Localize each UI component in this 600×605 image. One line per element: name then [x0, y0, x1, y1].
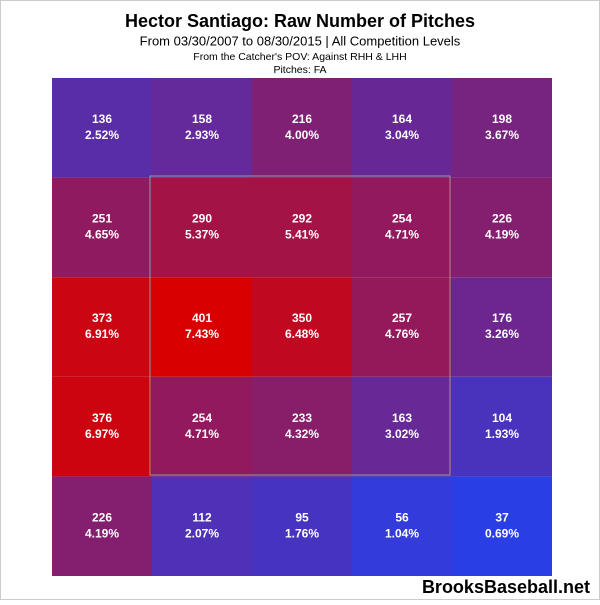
heatmap-cell	[252, 277, 352, 377]
heatmap-cell	[452, 177, 552, 278]
cell-count: 164	[392, 112, 412, 126]
heatmap-cell	[452, 78, 552, 178]
cell-percent: 2.07%	[185, 526, 219, 540]
cell-count: 198	[492, 112, 512, 126]
cell-percent: 3.02%	[385, 427, 419, 441]
cell-count: 401	[192, 311, 212, 325]
cell-percent: 5.37%	[185, 228, 219, 242]
heatmap-cell	[252, 177, 352, 278]
cell-count: 254	[192, 411, 212, 425]
cell-percent: 0.69%	[485, 526, 519, 540]
heatmap-cell	[152, 78, 252, 178]
heatmap-cell	[52, 376, 152, 477]
heatmap-cell	[352, 476, 452, 576]
cell-count: 37	[495, 510, 509, 524]
cell-count: 233	[292, 411, 312, 425]
heatmap-cell	[52, 177, 152, 278]
heatmap-cell	[452, 277, 552, 377]
heatmap-cell	[452, 476, 552, 576]
heatmap-cell	[152, 177, 252, 278]
heatmap-cell	[252, 476, 352, 576]
cell-percent: 5.41%	[285, 228, 319, 242]
chart-note: Pitches: FA	[273, 64, 326, 76]
cell-percent: 4.76%	[385, 327, 419, 341]
heatmap-cell	[152, 476, 252, 576]
heatmap-cell	[252, 376, 352, 477]
cell-count: 112	[192, 510, 212, 524]
cell-percent: 1.04%	[385, 526, 419, 540]
heatmap-cell	[452, 376, 552, 477]
cell-percent: 6.48%	[285, 327, 319, 341]
chart-title: Hector Santiago: Raw Number of Pitches	[125, 11, 475, 31]
cell-percent: 2.93%	[185, 128, 219, 142]
cell-count: 350	[292, 311, 312, 325]
cell-percent: 4.32%	[285, 427, 319, 441]
heatmap-cell	[52, 78, 152, 178]
cell-count: 176	[492, 311, 512, 325]
cell-percent: 4.71%	[385, 228, 419, 242]
heatmap-cell	[152, 277, 252, 377]
heatmap-cell	[52, 277, 152, 377]
cell-percent: 4.19%	[485, 228, 519, 242]
cell-count: 216	[292, 112, 312, 126]
heatmap-cell	[352, 277, 452, 377]
cell-percent: 4.00%	[285, 128, 319, 142]
cell-count: 292	[292, 212, 312, 226]
cell-count: 158	[192, 112, 212, 126]
cell-percent: 7.43%	[185, 327, 219, 341]
cell-count: 226	[492, 212, 512, 226]
strike-zone	[149, 175, 451, 476]
chart-note: From the Catcher's POV: Against RHH & LH…	[193, 51, 406, 63]
cell-percent: 2.52%	[85, 128, 119, 142]
cell-count: 104	[492, 411, 512, 425]
cell-count: 254	[392, 212, 412, 226]
cell-percent: 4.19%	[85, 526, 119, 540]
heatmap-cell	[52, 476, 152, 576]
heatmap-cell	[352, 78, 452, 178]
cell-percent: 1.93%	[485, 427, 519, 441]
heatmap-cell	[352, 376, 452, 477]
cell-percent: 6.91%	[85, 327, 119, 341]
cell-count: 163	[392, 411, 412, 425]
chart-subtitle: From 03/30/2007 to 08/30/2015 | All Comp…	[140, 33, 461, 48]
cell-count: 373	[92, 311, 112, 325]
cell-percent: 3.67%	[485, 128, 519, 142]
heatmap-cell	[252, 78, 352, 178]
cell-percent: 3.26%	[485, 327, 519, 341]
cell-count: 226	[92, 510, 112, 524]
cell-percent: 6.97%	[85, 427, 119, 441]
watermark: BrooksBaseball.net	[422, 577, 590, 597]
cell-count: 251	[92, 212, 112, 226]
cell-count: 257	[392, 311, 412, 325]
heatmap-cell	[152, 376, 252, 477]
cell-percent: 4.65%	[85, 228, 119, 242]
cell-percent: 3.04%	[385, 128, 419, 142]
heatmap-cell	[352, 177, 452, 278]
cell-count: 290	[192, 212, 212, 226]
cell-percent: 4.71%	[185, 427, 219, 441]
cell-count: 56	[395, 510, 409, 524]
cell-count: 136	[92, 112, 112, 126]
cell-count: 376	[92, 411, 112, 425]
cell-count: 95	[295, 510, 309, 524]
cell-percent: 1.76%	[285, 526, 319, 540]
